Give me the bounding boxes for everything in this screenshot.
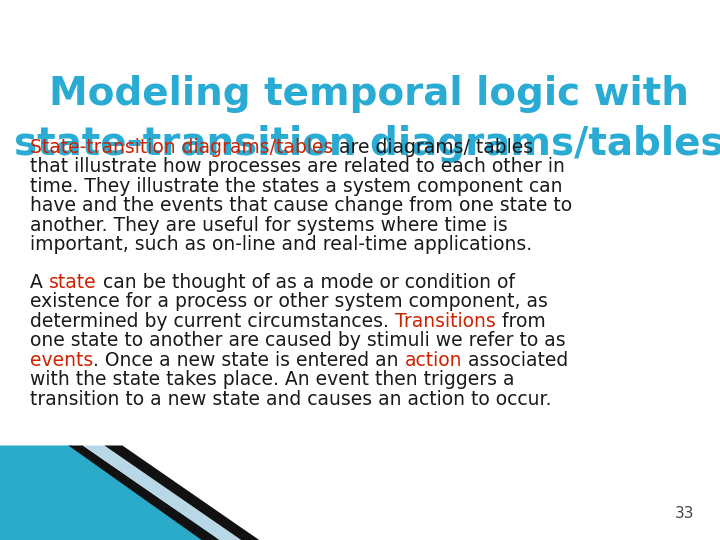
Text: time. They illustrate the states a system component can: time. They illustrate the states a syste…	[30, 177, 563, 195]
Text: State-transition diagrams/tables: State-transition diagrams/tables	[30, 138, 333, 157]
Text: associated: associated	[462, 350, 569, 370]
Text: state: state	[49, 273, 96, 292]
Text: important, such as on-line and real-time applications.: important, such as on-line and real-time…	[30, 235, 532, 254]
Text: that illustrate how processes are related to each other in: that illustrate how processes are relate…	[30, 157, 565, 176]
Text: can be thought of as a mode or condition of: can be thought of as a mode or condition…	[96, 273, 515, 292]
Text: have and the events that cause change from one state to: have and the events that cause change fr…	[30, 196, 572, 215]
Text: another. They are useful for systems where time is: another. They are useful for systems whe…	[30, 215, 508, 235]
Text: state-transition diagrams/tables: state-transition diagrams/tables	[14, 125, 720, 163]
Text: one state to another are caused by stimuli we refer to as: one state to another are caused by stimu…	[30, 331, 566, 350]
Text: existence for a process or other system component, as: existence for a process or other system …	[30, 292, 548, 311]
Text: action: action	[405, 350, 462, 370]
Text: events: events	[30, 350, 94, 370]
Text: determined by current circumstances.: determined by current circumstances.	[30, 312, 395, 330]
Text: A: A	[30, 273, 49, 292]
Text: transition to a new state and causes an action to occur.: transition to a new state and causes an …	[30, 390, 552, 409]
Text: are diagrams/ tables: are diagrams/ tables	[333, 138, 534, 157]
Text: Modeling temporal logic with: Modeling temporal logic with	[49, 75, 689, 113]
Text: 33: 33	[675, 506, 695, 521]
Text: Transitions: Transitions	[395, 312, 496, 330]
Text: . Once a new state is entered an: . Once a new state is entered an	[94, 350, 405, 370]
Text: from: from	[496, 312, 546, 330]
Text: with the state takes place. An event then triggers a: with the state takes place. An event the…	[30, 370, 515, 389]
